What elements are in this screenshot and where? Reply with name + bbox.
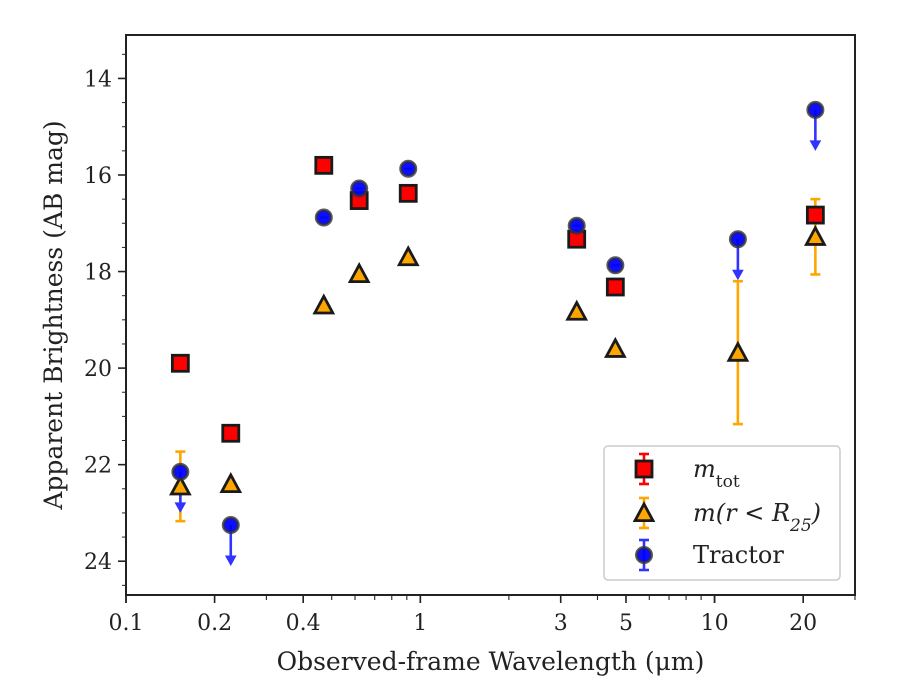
x-tick-label: 10 bbox=[701, 611, 729, 636]
legend-label: Tractor bbox=[693, 541, 784, 569]
tractor-point bbox=[606, 256, 625, 275]
y-axis-label: Apparent Brightness (AB mag) bbox=[39, 120, 68, 510]
mr25-point bbox=[804, 224, 827, 246]
x-axis-label: Observed-frame Wavelength (μm) bbox=[277, 647, 705, 676]
x-tick-label: 20 bbox=[789, 611, 817, 636]
mtot-point bbox=[170, 353, 190, 373]
x-tick-label: 0.1 bbox=[109, 611, 144, 636]
markers-layer bbox=[169, 100, 827, 534]
tractor-point bbox=[806, 100, 825, 119]
mtot-point bbox=[805, 205, 825, 225]
tractor-point bbox=[221, 516, 240, 534]
tractor-point bbox=[171, 462, 190, 481]
tractor-point bbox=[567, 216, 586, 235]
legend: mtot m(r < R25) Tractor bbox=[603, 445, 841, 581]
mr25-point bbox=[603, 336, 627, 358]
y-axis-ticks: 14 16 18 20 22 24 bbox=[84, 53, 126, 586]
y-tick-label: 18 bbox=[84, 261, 112, 286]
mtot-point bbox=[314, 155, 334, 175]
upper-limit-arrowhead bbox=[224, 555, 237, 567]
x-tick-label: 1 bbox=[413, 611, 427, 636]
mr25-point bbox=[169, 474, 192, 496]
plot-frame bbox=[125, 34, 856, 596]
legend-marker bbox=[632, 501, 656, 523]
mr25-point bbox=[312, 293, 336, 315]
tractor-point bbox=[728, 230, 747, 249]
y-tick-label: 22 bbox=[84, 454, 112, 479]
upper-limit-arrowhead bbox=[732, 269, 744, 281]
legend-marker bbox=[635, 546, 653, 564]
x-tick-label: 0.2 bbox=[197, 611, 232, 636]
mtot-point bbox=[221, 423, 241, 443]
mtot-point bbox=[605, 277, 625, 297]
mr25-point bbox=[219, 472, 243, 494]
legend-box bbox=[603, 445, 841, 581]
tractor-point bbox=[399, 159, 418, 178]
tractor-point bbox=[350, 179, 369, 198]
upper-limit-arrowhead bbox=[174, 502, 187, 513]
mtot-point bbox=[398, 183, 418, 203]
mr25-point bbox=[396, 245, 420, 267]
legend-label: m(r < R25) bbox=[693, 499, 821, 536]
x-tick-label: 5 bbox=[619, 611, 633, 636]
legend-label: mtot bbox=[693, 455, 740, 492]
mr25-point bbox=[347, 262, 371, 284]
y-tick-label: 20 bbox=[84, 357, 112, 382]
legend-entries: mtot m(r < R25) Tractor bbox=[632, 452, 821, 572]
mr25-point bbox=[565, 299, 589, 321]
upper-limit-arrowhead bbox=[809, 140, 822, 151]
y-tick-label: 14 bbox=[84, 67, 112, 92]
y-tick-label: 16 bbox=[84, 164, 112, 189]
x-tick-label: 0.4 bbox=[286, 611, 321, 636]
tractor-point bbox=[314, 208, 333, 227]
mr25-point bbox=[726, 340, 750, 362]
x-axis-ticks: 0.1 0.2 0.4 1 3 5 10 20 bbox=[109, 595, 856, 636]
legend-marker bbox=[634, 459, 654, 479]
x-tick-label: 3 bbox=[554, 611, 568, 636]
y-tick-label: 24 bbox=[84, 550, 112, 575]
